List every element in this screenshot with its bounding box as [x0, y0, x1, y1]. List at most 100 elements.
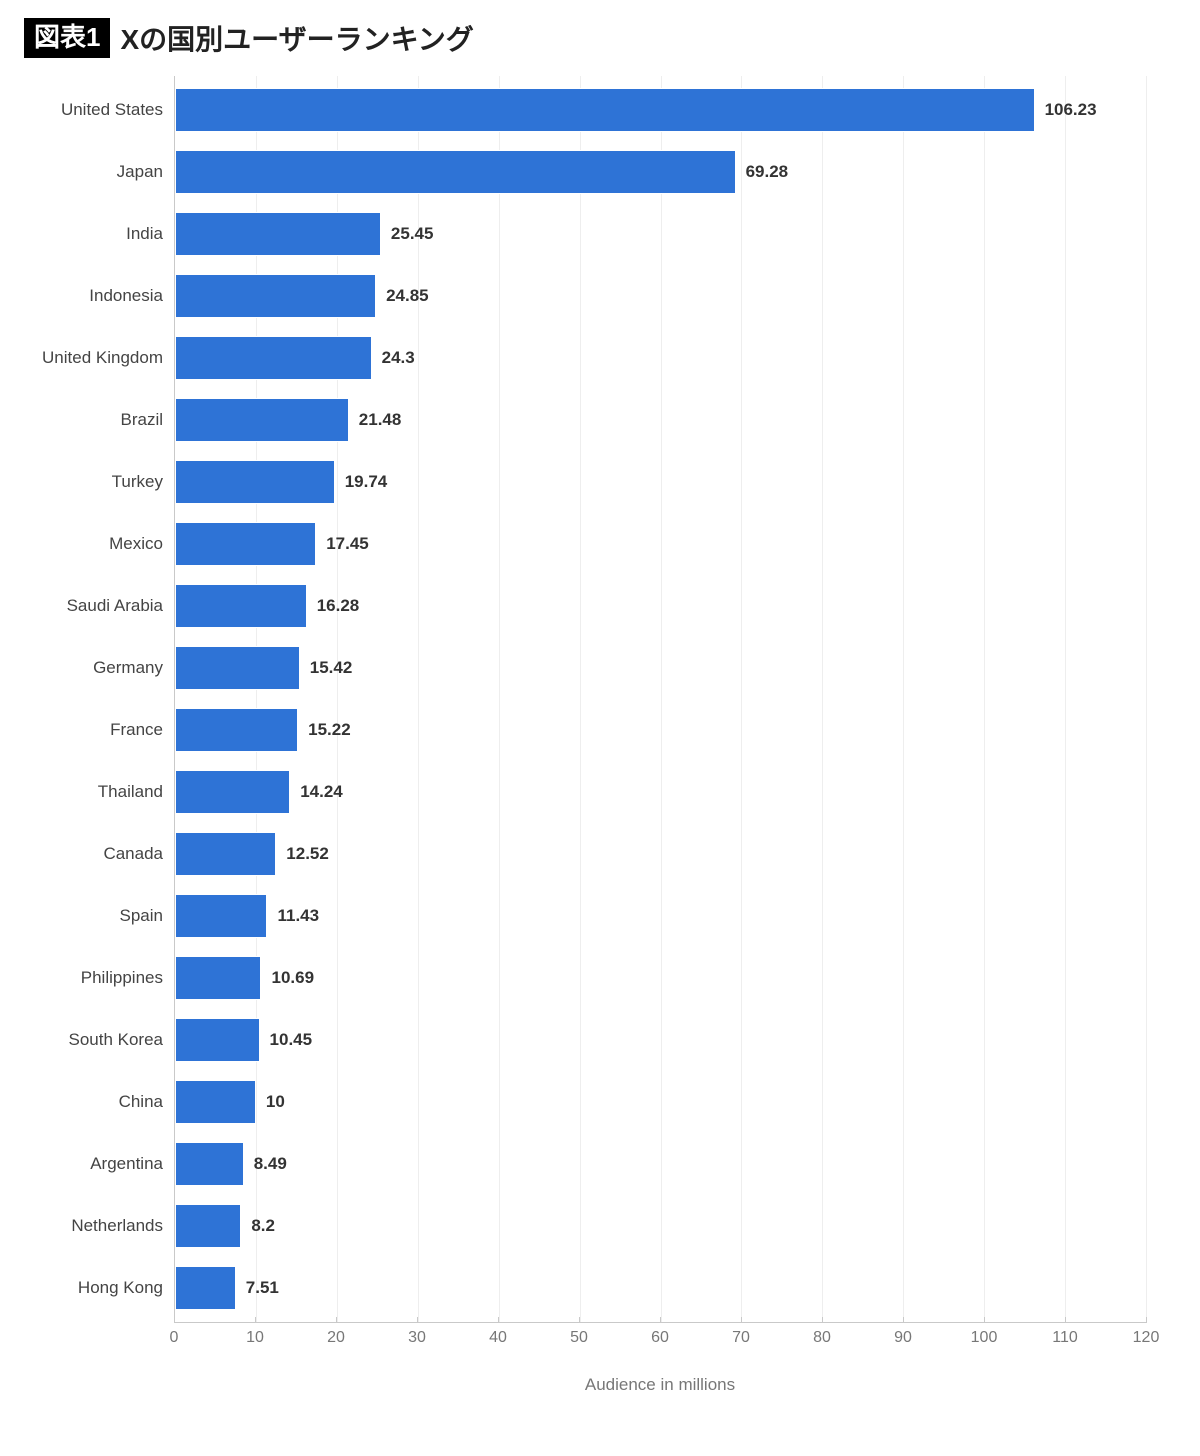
bar-row: France15.22	[175, 708, 1146, 752]
x-axis-tick-label: 0	[170, 1329, 179, 1347]
bar	[175, 894, 267, 938]
y-axis-label: Japan	[117, 162, 163, 182]
bar-value-label: 21.48	[359, 410, 402, 430]
y-axis-label: Philippines	[81, 968, 163, 988]
x-axis-tick-label: 120	[1133, 1329, 1160, 1347]
x-axis-tick-label: 110	[1052, 1329, 1078, 1347]
bar-value-label: 25.45	[391, 224, 434, 244]
bar-value-label: 8.49	[254, 1154, 287, 1174]
x-axis-title: Audience in millions	[174, 1375, 1146, 1395]
bar	[175, 212, 381, 256]
x-axis-tick-label: 70	[732, 1329, 750, 1347]
y-axis-label: United Kingdom	[42, 348, 163, 368]
bar-row: Japan69.28	[175, 150, 1146, 194]
bar-value-label: 24.85	[386, 286, 429, 306]
y-axis-label: South Korea	[68, 1030, 163, 1050]
x-axis-tick-label: 40	[489, 1329, 507, 1347]
bars-group: United States106.23 Japan69.28 India25.45 I…	[175, 76, 1146, 1322]
x-axis-tick	[984, 1317, 985, 1323]
bar-row: Thailand14.24	[175, 770, 1146, 814]
bar-row: China10	[175, 1080, 1146, 1124]
bar-value-label: 10.45	[270, 1030, 313, 1050]
bar-value-label: 10	[266, 1092, 285, 1112]
y-axis-label: Turkey	[112, 472, 163, 492]
bar-value-label: 14.24	[300, 782, 343, 802]
chart-container: 図表1 Xの国別ユーザーランキング United States106.23Jap…	[0, 0, 1200, 1419]
x-axis-tick	[822, 1317, 823, 1323]
bar	[175, 584, 307, 628]
y-axis-label: Indonesia	[89, 286, 163, 306]
bar	[175, 956, 261, 1000]
bar	[175, 1266, 236, 1310]
bar	[175, 832, 276, 876]
bar	[175, 460, 335, 504]
bar	[175, 1204, 241, 1248]
y-axis-label: United States	[61, 100, 163, 120]
bar-row: Brazil21.48	[175, 398, 1146, 442]
x-axis-tick	[174, 1317, 175, 1323]
bar-row: Argentina8.49	[175, 1142, 1146, 1186]
chart-header: 図表1 Xの国別ユーザーランキング	[24, 18, 1176, 58]
y-axis-label: Thailand	[98, 782, 163, 802]
bar-row: South Korea10.45	[175, 1018, 1146, 1062]
y-axis-label: Netherlands	[71, 1216, 163, 1236]
y-axis-label: Germany	[93, 658, 163, 678]
bar-value-label: 16.28	[317, 596, 360, 616]
x-axis-tick-label: 10	[246, 1329, 264, 1347]
bar-row: United Kingdom24.3	[175, 336, 1146, 380]
x-axis-tick	[660, 1317, 661, 1323]
x-axis-tick-label: 20	[327, 1329, 345, 1347]
y-axis-label: Argentina	[90, 1154, 163, 1174]
x-axis-tick	[1146, 1317, 1147, 1323]
y-axis-label: China	[119, 1092, 163, 1112]
bar-row: Philippines10.69	[175, 956, 1146, 1000]
bar-value-label: 7.51	[246, 1278, 279, 1298]
bar	[175, 770, 290, 814]
bar-row: Canada12.52	[175, 832, 1146, 876]
y-axis-label: Saudi Arabia	[67, 596, 163, 616]
bar	[175, 88, 1035, 132]
y-axis-label: India	[126, 224, 163, 244]
x-axis-tick-label: 30	[408, 1329, 426, 1347]
x-axis-tick	[1065, 1317, 1066, 1323]
bar-value-label: 106.23	[1045, 100, 1097, 120]
bar-row: United States106.23	[175, 88, 1146, 132]
y-axis-label: Brazil	[120, 410, 163, 430]
bar	[175, 336, 372, 380]
bar	[175, 274, 376, 318]
x-axis-tick-label: 80	[813, 1329, 831, 1347]
bar-row: Turkey19.74	[175, 460, 1146, 504]
bar	[175, 646, 300, 690]
x-axis-tick	[903, 1317, 904, 1323]
y-axis-label: Canada	[103, 844, 163, 864]
x-axis-tick	[417, 1317, 418, 1323]
bar-row: Saudi Arabia16.28	[175, 584, 1146, 628]
bar-row: Indonesia24.85	[175, 274, 1146, 318]
x-axis-tick	[579, 1317, 580, 1323]
bar	[175, 398, 349, 442]
chart-badge: 図表1	[24, 18, 110, 57]
bar	[175, 1080, 256, 1124]
bar-value-label: 8.2	[251, 1216, 275, 1236]
plot-area: United States106.23 Japan69.28 India25.45 I…	[174, 76, 1146, 1322]
x-axis: 0102030405060708090100110120	[174, 1322, 1146, 1347]
x-axis-tick-label: 50	[570, 1329, 588, 1347]
x-axis-tick-label: 90	[894, 1329, 912, 1347]
bar-value-label: 11.43	[277, 906, 319, 926]
bar-value-label: 10.69	[271, 968, 314, 988]
bar-row: Netherlands8.2	[175, 1204, 1146, 1248]
bar	[175, 1018, 260, 1062]
x-axis-tick-label: 100	[971, 1329, 998, 1347]
bar-value-label: 19.74	[345, 472, 388, 492]
y-axis-label: Hong Kong	[78, 1278, 163, 1298]
x-axis-tick	[741, 1317, 742, 1323]
y-axis-label: Spain	[120, 906, 163, 926]
x-axis-tick	[336, 1317, 337, 1323]
x-axis-tick	[255, 1317, 256, 1323]
bar-row: India25.45	[175, 212, 1146, 256]
x-axis-tick	[498, 1317, 499, 1323]
bar	[175, 150, 736, 194]
bar-value-label: 69.28	[746, 162, 789, 182]
bar-row: Hong Kong7.51	[175, 1266, 1146, 1310]
chart: United States106.23Japan69.28India25.45I…	[24, 76, 1176, 1395]
